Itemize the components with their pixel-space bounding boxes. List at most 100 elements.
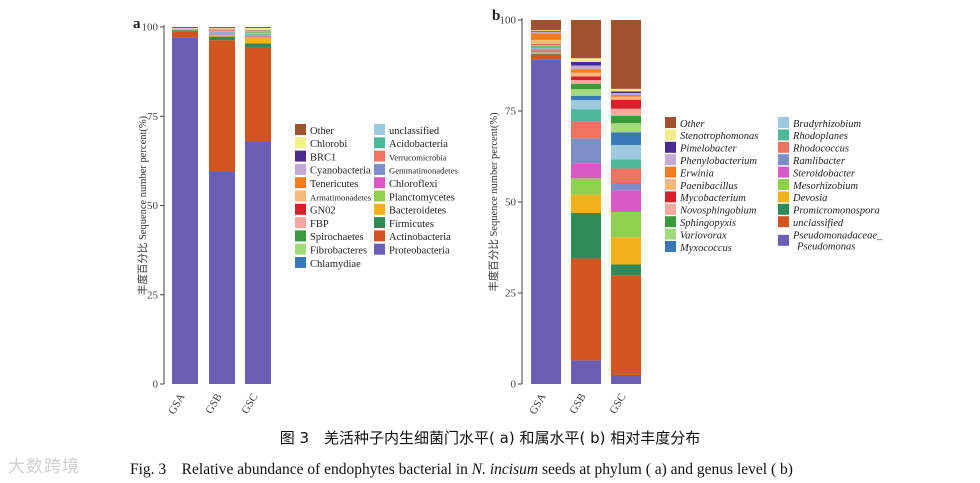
panel-a-legend-label-cyanobacteria: Cyanobacteria [310,166,371,177]
panel-a-label: a [133,16,141,32]
panel-b-legend-label-rhodococcus: Rhodococcus [792,144,849,155]
panel-a-bar-gsc-actinobacteria [245,46,271,142]
panel-b-ytick-label-25: 25 [505,288,517,300]
panel-b-bar-gsb-erwinia [571,69,601,73]
panel-a-bar-gsa-other [172,27,198,29]
panel-b-bar-gsa-unclassified [531,54,561,60]
panel-b-legend-swatch-mycobacterium [665,191,676,203]
panel-a-legend-swatch-unclassified [374,124,385,135]
panel-b-bar-gsa-other [531,20,561,31]
caption-english: Fig. 3 Relative abundance of endophytes … [130,457,793,479]
panel-b-legend-swatch-variovorax [665,228,676,240]
panel-a-bar-gsc-bacteroidetes [245,38,271,44]
panel-a-legend-label-unclassified: unclassified [389,126,440,137]
panel-b-bar-gsa-devosia [531,52,561,54]
panel-b-bar-gsb-rhodococcus [571,121,601,139]
panel-a-bar-gsc-chloroflexi [245,35,271,37]
panel-b-bar-gsb-devosia [571,194,601,213]
panel-b-bar-gsa-rhodococcus [531,49,561,51]
panel-b-bar-gsc-promicromonospora [611,264,641,276]
panel-b-legend-label-unclassified: unclassified [793,218,844,229]
panel-b-bar-gsc-unclassified [611,275,641,375]
caption-en-species: N. incisum [471,461,539,478]
panel-b-ytick-label-100: 100 [500,15,517,27]
panel-b-legend-label-ramlibacter: Ramlibacter [792,156,846,167]
panel-a-xtick-label-gsa: GSA [166,391,187,416]
panel-a-bar-gsb-firmicutes [209,36,235,41]
panel-a-legend-label-bacteroidetes: Bacteroidetes [389,206,446,217]
panel-b-legend-swatch-erwinia [665,166,676,178]
panel-b-bar-gsa-variovorax [531,46,561,48]
panel-a-ytick-label-25: 25 [147,289,159,301]
panel-b-legend-swatch-bradyrhizobium [778,117,789,128]
panel-a-legend-label-chloroflexi: Chloroflexi [389,179,437,190]
panel-a-ytick-label-50: 50 [147,200,159,212]
panel-a-legend-swatch-gn02 [295,203,306,215]
caption-en-prefix: Fig. 3 Relative abundance of endophytes … [130,461,472,478]
panel-b-legend-swatch-unclassified [778,216,789,228]
panel-b-bar-gsc-myxococcus [611,132,641,145]
panel-a-legend-swatch-actinobacteria [374,230,385,242]
panel-a-legend-label-spirochaetes: Spirochaetes [310,232,364,243]
panel-a-bar-gsb-acidobacteria [209,33,235,34]
panel-b-bar-gsb-myxococcus [571,95,601,101]
panel-b-bar-gsc-sphingopyxis [611,115,641,124]
panel-a-legend-label-gemmatimonadetes: Gemmatimonadetes [389,166,458,176]
panel-b-legend-swatch-pimelobacter [665,141,676,153]
panel-b-legend-label-mesorhizobium: Mesorhizobium [792,181,859,192]
panel-a-bar-gsb-planctomycetes [209,34,235,36]
panel-a-legend-swatch-chlamydiae [295,257,306,268]
panel-a-bar-gsc-acidobacteria [245,34,271,36]
figure-canvas: a b 0 25 50 75 100 丰度百分比 Sequence number perc… [133,8,883,417]
panel-a-legend-label-gn02: GN02 [310,206,336,217]
panel-b-legend-label-phenylobacterium: Phenylobacterium [679,156,757,167]
panel-b-legend-label-novosphingobium: Novosphingobium [679,206,757,217]
panel-b-bar-gsc-mycobacterium [611,99,641,109]
panel-b-bar-gsc-rhodoplanes [611,159,641,169]
panel-b-legend-swatch-mesorhizobium [778,179,789,190]
panel-b-bar-gsc-variovorax [611,123,641,133]
panel-b-bar-gsc-devosia [611,237,641,265]
panel-b-bar-gsb-steroidobacter [571,163,601,179]
panel-b-legend-swatch-steroidobacter [778,166,789,178]
panel-a-legend-label-chlamydiae: Chlamydiae [310,259,361,270]
panel-a-bar-gsb-actinobacteria [209,40,235,173]
panel-b-legend-label-other: Other [680,119,705,130]
panel-a-legend-label-planctomycetes: Planctomycetes [389,192,455,203]
panel-b-bar-gsc-paenibacillus [611,96,641,100]
panel-b-legend-swatch-paenibacillus [665,179,676,190]
panel-b-legend-swatch-rhodococcus [778,141,789,153]
panel-b-bar-gsa-ramlibacter [531,50,561,52]
panel-a-bar-gsb-unclassified [209,32,235,34]
panel-b-legend-swatch-rhodoplanes [778,129,789,141]
panel-a-legend-label-acidobacteria: Acidobacteria [389,139,448,150]
panel-b-bar-gsc-rhodococcus [611,168,641,183]
panel-a-ytick-label-100: 100 [142,22,159,34]
panel-b-legend-label-steroidobacter: Steroidobacter [793,168,856,179]
panel-b-xtick-label-gsc: GSC [608,392,629,417]
panel-a-legend-swatch-spirochaetes [295,230,306,242]
panel-a-legend-swatch-tenericutes [295,177,306,189]
panel-a-legend-label-fibrobacteres: Fibrobacteres [310,246,367,257]
panel-a-bar-gsc-firmicutes [245,43,271,47]
panel-b-bar-gsb-variovorax [571,89,601,96]
panel-a-bar-gsc-other [245,27,271,29]
panel-a-legend-label-firmicutes: Firmicutes [389,219,434,230]
panel-b-legend-label-devosia: Devosia [792,193,827,204]
panel-b-bar-gsb-pseudomonadaceae-pseudomonas [571,360,601,384]
panel-a-xtick-label-gsc: GSC [240,392,261,417]
panel-b-legend-label-pseudomonadaceae-pseudomonas: Pseudomonadaceae_ Pseudomonas [792,230,883,252]
panel-b-bar-gsc-erwinia [611,94,641,97]
panel-a-legend-label-actinobacteria: Actinobacteria [389,232,451,243]
panel-a-bar-gsb-proteobacteria [209,172,235,384]
panel-b-bar-gsb-phenylobacterium [571,65,601,70]
panel-b-bar-gsa-mesorhizobium [531,52,561,53]
panel-a-bar-gsb-other [209,27,235,29]
panel-a-bar-gsc-unclassified [245,33,271,35]
panel-b-bar-gsc-bradyrhizobium [611,144,641,160]
panel-a-legend-swatch-brc1 [295,150,306,162]
panel-b-y-axis-label: 丰度百分比 Sequence number percent(%) [487,112,500,292]
panel-a-xtick-label-gsb: GSB [204,392,225,417]
watermark: 大数跨境 [8,457,80,477]
panel-b-ytick-label-0: 0 [511,379,517,391]
